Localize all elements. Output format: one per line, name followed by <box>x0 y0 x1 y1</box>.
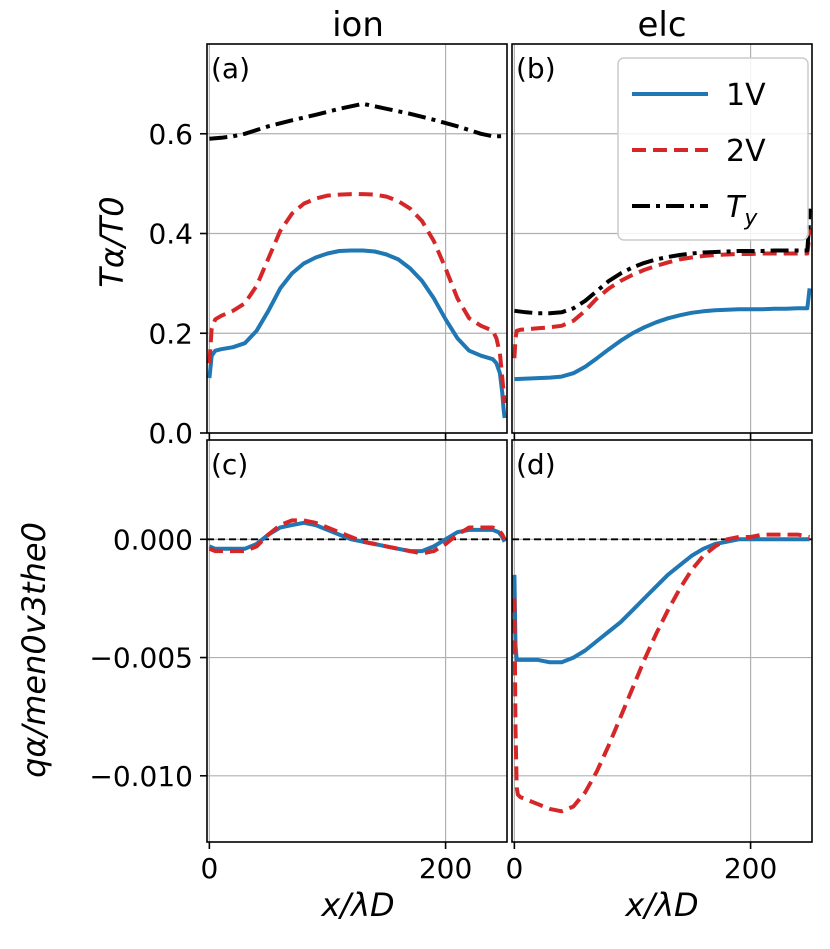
x-axis-label-right: x/λD <box>624 886 698 924</box>
panel-a: 0.0 0.2 0.4 0.6 (a) <box>148 43 508 450</box>
y-tick-label-c-0: 0.000 <box>113 523 193 556</box>
panel-label-c: (c) <box>211 448 248 481</box>
y-axis-label-top: Tα/T0 <box>93 196 131 287</box>
y-tick-label-a-3: 0.6 <box>148 118 193 151</box>
legend-label-Ty: Ty <box>726 190 758 231</box>
panel-c: 0 200 0.000 −0.005 −0.010 (c) <box>89 439 508 885</box>
y-tick-label-c-2: −0.010 <box>89 760 193 793</box>
x-tick-label-d-0: 0 <box>505 852 523 885</box>
axes-frame-d <box>511 439 813 843</box>
y-tick-label-a-1: 0.2 <box>148 317 193 350</box>
series-2V-a <box>207 192 507 404</box>
x-tick-label-c-0: 0 <box>200 852 218 885</box>
axes-frame-a <box>206 43 508 434</box>
panel-label-b: (b) <box>516 52 556 85</box>
y-tick-label-a-2: 0.4 <box>148 218 193 251</box>
y-tick-label-c-1: −0.005 <box>89 642 193 675</box>
panel-b: (b) 1V 2V Ty <box>511 43 813 440</box>
series-2V-c <box>208 518 507 556</box>
column-title-elc: elc <box>637 5 686 45</box>
y-axis-label-bottom: qα/men0v3the0 <box>15 522 53 778</box>
panel-label-d: (d) <box>516 448 556 481</box>
series-1V-d <box>512 537 810 665</box>
y-tick-label-a-0: 0.0 <box>148 417 193 450</box>
axes-frame-c <box>206 439 508 843</box>
x-tick-label-c-1: 200 <box>419 852 472 885</box>
legend-label-1V: 1V <box>726 78 766 113</box>
axes-frame-b <box>511 43 813 434</box>
series-2V-d <box>512 532 810 814</box>
series-Ty-b <box>514 208 812 316</box>
series-2V-b <box>512 228 812 359</box>
series-1V-a <box>207 248 507 419</box>
series-1V-c <box>208 520 507 554</box>
series-Ty-a <box>209 101 505 141</box>
legend-box <box>617 57 809 241</box>
x-axis-label-left: x/λD <box>320 886 394 924</box>
panel-d: 0 200 (d) <box>505 439 813 885</box>
legend-label-2V: 2V <box>726 134 766 169</box>
panel-label-a: (a) <box>211 52 250 85</box>
x-tick-label-d-1: 200 <box>724 852 777 885</box>
column-title-ion: ion <box>332 5 384 45</box>
series-1V-b <box>514 288 812 382</box>
